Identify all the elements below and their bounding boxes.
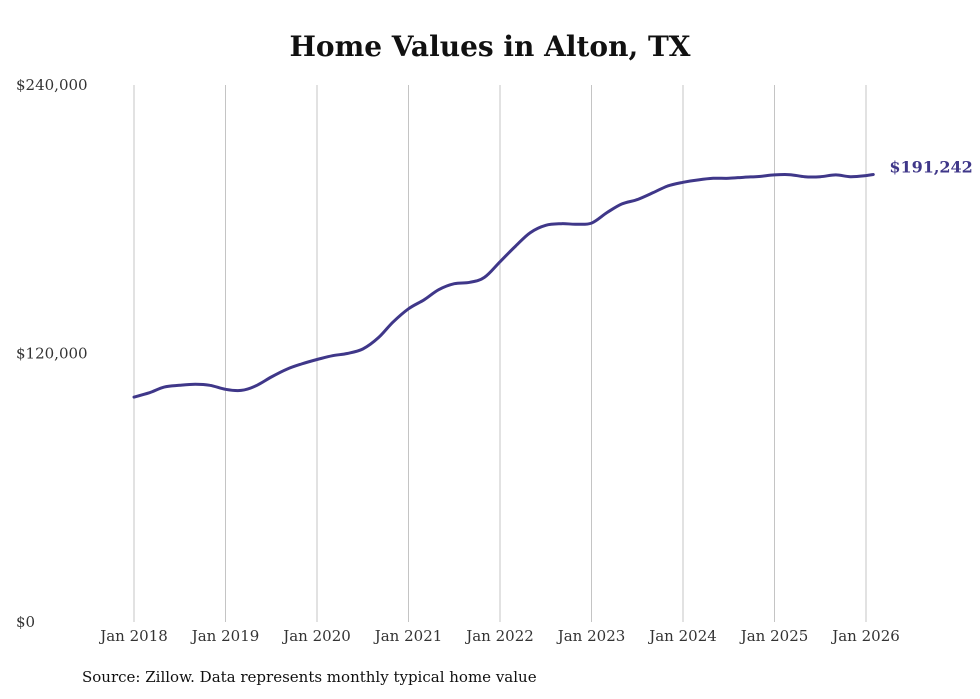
- source-note: Source: Zillow. Data represents monthly …: [82, 668, 537, 686]
- x-tick-label: Jan 2022: [464, 627, 534, 645]
- gridlines: [133, 85, 867, 622]
- x-tick-label: Jan 2025: [739, 627, 809, 645]
- y-tick-label: $0: [16, 613, 35, 631]
- series-line: [132, 173, 875, 399]
- x-tick-label: Jan 2020: [281, 627, 351, 645]
- chart-title: Home Values in Alton, TX: [289, 30, 691, 63]
- y-tick-label: $240,000: [16, 76, 88, 94]
- x-tick-label: Jan 2024: [647, 627, 717, 645]
- y-tick-label: $120,000: [16, 345, 88, 363]
- series-end-value-label: $191,242: [889, 158, 973, 177]
- x-tick-label: Jan 2021: [373, 627, 443, 645]
- series-layer: $191,242: [132, 158, 973, 399]
- x-tick-label: Jan 2023: [556, 627, 626, 645]
- x-tick-label: Jan 2018: [98, 627, 168, 645]
- x-tick-label: Jan 2019: [190, 627, 260, 645]
- x-tick-label: Jan 2026: [830, 627, 900, 645]
- x-axis-ticks: Jan 2018 Jan 2019 Jan 2020 Jan 2021 Jan 2022…: [98, 627, 900, 645]
- y-axis-ticks: $0 $120,000 $240,000: [16, 76, 88, 631]
